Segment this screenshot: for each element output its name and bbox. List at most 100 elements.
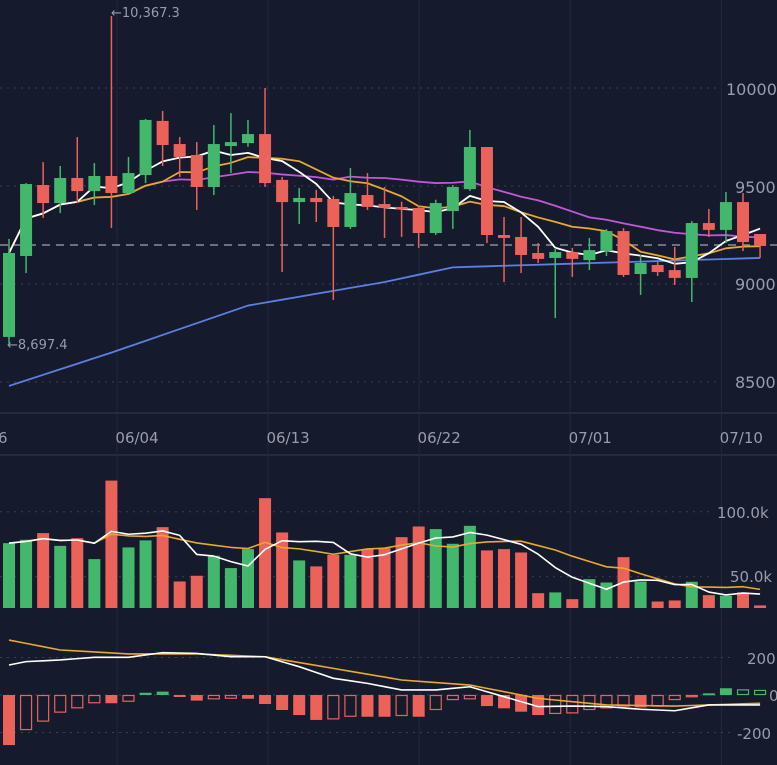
macd-histogram-bar [617, 694, 630, 707]
macd-histogram-bar [122, 694, 135, 702]
candle-body [566, 252, 579, 259]
candle-body [156, 120, 169, 146]
volume-ma10-line [8, 533, 761, 591]
candle-body [139, 119, 152, 176]
macd-histogram-bar [753, 689, 767, 696]
volume-bar [395, 537, 408, 608]
volume-tick-100k: 100.0k [717, 504, 769, 522]
macd-histogram-bar [173, 695, 186, 697]
macd-histogram-bar [702, 693, 715, 696]
macd-histogram-bar [412, 695, 425, 717]
candle-body [702, 223, 715, 230]
macd-histogram-bar [395, 694, 408, 717]
date-tick-label: 07/10 [720, 429, 763, 447]
volume-bar [37, 533, 50, 608]
volume-ma5-line [8, 530, 761, 596]
candle-body [412, 207, 425, 234]
macd-histogram-bar [378, 695, 391, 717]
macd-histogram-bar [19, 694, 33, 731]
candle-body [207, 144, 220, 187]
volume-bar [259, 498, 272, 608]
price-tick-9500: 9500 [735, 178, 776, 197]
macd-histogram-bar [37, 694, 50, 722]
macd-tick-0: 0 [769, 687, 777, 705]
candle-body [532, 253, 545, 259]
volume-bar [361, 549, 374, 608]
axes: ←10,367.3 ←8,697.4 10000 9500 9000 8500 … [0, 6, 777, 743]
candle-body [361, 195, 374, 207]
high-price-marker: ←10,367.3 [111, 6, 180, 21]
volume-bar [207, 555, 220, 608]
volume-bar [139, 540, 152, 608]
macd-histogram-bar [241, 695, 254, 699]
volume-bar [566, 599, 579, 608]
macd-histogram-bar [54, 694, 67, 713]
macd-dea-line [8, 639, 761, 707]
macd-histogram-bar [344, 694, 357, 717]
candle-body [310, 197, 323, 203]
candle-body [737, 202, 750, 243]
volume-bar [737, 592, 750, 608]
macd-histogram-bar [685, 694, 698, 698]
candle-body [549, 252, 562, 258]
macd-histogram-bar [532, 695, 545, 716]
macd-histogram-bar [566, 694, 579, 714]
candle-body [480, 146, 493, 235]
macd-histogram-bar [71, 694, 84, 709]
volume-bar [190, 575, 203, 608]
macd-pane [3, 639, 767, 746]
macd-histogram-bar [224, 694, 238, 699]
volume-bar [634, 581, 647, 608]
volume-bar [600, 582, 613, 608]
candle-body [105, 176, 118, 194]
volume-bar [327, 554, 340, 608]
candle-body [241, 134, 254, 144]
macd-histogram-bar [276, 695, 289, 710]
volume-bar [429, 529, 442, 608]
date-axis: 05/26 06/04 06/13 06/22 07/01 07/10 [0, 429, 763, 447]
macd-histogram-bar [190, 695, 203, 701]
candle-body [54, 177, 67, 204]
macd-histogram-bar [480, 695, 493, 707]
macd-histogram-bar [736, 689, 750, 696]
date-tick-label: 06/13 [266, 429, 309, 447]
macd-histogram-bar [293, 695, 306, 716]
macd-histogram-bar [651, 694, 664, 707]
candle-body [122, 173, 135, 194]
macd-histogram-bar [3, 695, 15, 746]
volume-bar [685, 581, 698, 608]
candle-body [395, 206, 408, 210]
macd-histogram-bar [361, 695, 374, 717]
candle-body [276, 179, 289, 203]
candle-body [446, 186, 459, 212]
macd-histogram-bar [600, 694, 613, 709]
volume-bar [156, 527, 169, 608]
volume-bar [412, 526, 425, 608]
volume-bar [224, 568, 237, 608]
macd-histogram-bar [156, 691, 169, 695]
candle-body [327, 198, 340, 227]
candle-body [600, 231, 613, 252]
macd-histogram-bar [463, 694, 476, 700]
volume-bar [719, 595, 732, 608]
candle-body [463, 146, 476, 190]
macd-histogram-bar [634, 695, 647, 708]
volume-bar [463, 525, 476, 608]
candle-body [498, 235, 511, 238]
volume-bar [651, 601, 664, 608]
volume-bar [446, 543, 459, 608]
candle-body [583, 250, 596, 261]
volume-bar [532, 593, 545, 608]
volume-bar [378, 548, 391, 608]
ma-trend-line [8, 257, 761, 387]
candle-body [754, 234, 767, 246]
macd-dif-line [8, 651, 761, 712]
volume-bar [276, 532, 289, 608]
volume-bar [122, 547, 135, 608]
volume-bar [54, 545, 67, 608]
macd-histogram-bar [88, 694, 101, 704]
candle-body [429, 203, 442, 234]
candle-body [515, 236, 528, 255]
